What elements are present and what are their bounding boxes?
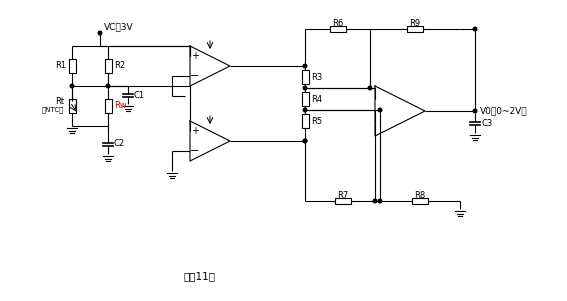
Text: V0（0~2V）: V0（0~2V） bbox=[480, 107, 528, 116]
Text: R5: R5 bbox=[311, 116, 322, 126]
Text: C3: C3 bbox=[481, 119, 492, 128]
Circle shape bbox=[373, 199, 377, 203]
Circle shape bbox=[106, 84, 110, 88]
Text: R2: R2 bbox=[114, 61, 125, 70]
Circle shape bbox=[303, 139, 307, 143]
Text: +: + bbox=[191, 126, 199, 136]
Text: −: − bbox=[191, 71, 200, 81]
Bar bbox=[302, 92, 308, 106]
Bar bbox=[104, 59, 112, 73]
Circle shape bbox=[378, 199, 382, 203]
Bar bbox=[329, 26, 345, 32]
Bar bbox=[104, 99, 112, 113]
Text: Rt: Rt bbox=[55, 98, 64, 107]
Text: R6: R6 bbox=[332, 20, 343, 29]
Text: C2: C2 bbox=[114, 139, 125, 148]
Circle shape bbox=[303, 139, 307, 143]
Bar bbox=[69, 99, 75, 113]
Bar bbox=[407, 26, 423, 32]
Text: R7: R7 bbox=[337, 191, 348, 200]
Text: VC：3V: VC：3V bbox=[104, 23, 134, 32]
Text: 图（11）: 图（11） bbox=[184, 271, 216, 281]
Circle shape bbox=[378, 108, 382, 112]
Text: C1: C1 bbox=[134, 91, 145, 100]
Circle shape bbox=[303, 64, 307, 68]
Bar bbox=[412, 198, 428, 204]
Text: +: + bbox=[191, 51, 199, 61]
Circle shape bbox=[70, 84, 74, 88]
Bar bbox=[302, 114, 308, 128]
Text: R3: R3 bbox=[311, 73, 322, 82]
Circle shape bbox=[303, 86, 307, 90]
Circle shape bbox=[473, 27, 477, 31]
Circle shape bbox=[368, 86, 372, 90]
Bar bbox=[302, 70, 308, 84]
Text: R8: R8 bbox=[414, 191, 426, 200]
Text: −: − bbox=[191, 146, 200, 156]
Text: R9: R9 bbox=[409, 20, 421, 29]
Circle shape bbox=[303, 108, 307, 112]
Text: Rw: Rw bbox=[114, 101, 127, 110]
Bar bbox=[69, 59, 75, 73]
Text: （NTC）: （NTC） bbox=[41, 107, 64, 113]
Bar bbox=[335, 198, 350, 204]
Text: R4: R4 bbox=[311, 95, 322, 104]
Circle shape bbox=[98, 31, 102, 35]
Text: R1: R1 bbox=[55, 61, 66, 70]
Circle shape bbox=[473, 109, 477, 113]
